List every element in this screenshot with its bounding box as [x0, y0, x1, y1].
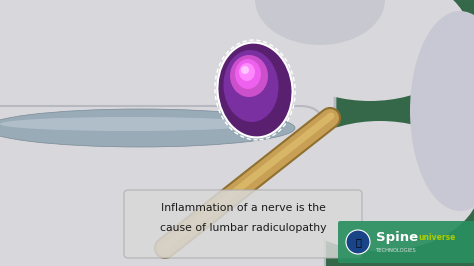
Circle shape [346, 230, 370, 254]
Bar [280, 0, 474, 266]
Ellipse shape [0, 117, 260, 131]
Ellipse shape [235, 59, 261, 89]
FancyBboxPatch shape [338, 221, 474, 263]
Text: 💡: 💡 [355, 237, 361, 247]
Ellipse shape [230, 55, 268, 97]
Text: TECHNOLOGIES: TECHNOLOGIES [376, 248, 417, 253]
FancyBboxPatch shape [0, 0, 335, 161]
Text: REASONS OF LUMBAR RADICULOPATHY: REASONS OF LUMBAR RADICULOPATHY [7, 6, 155, 15]
Text: universe: universe [418, 233, 456, 242]
Ellipse shape [248, 87, 278, 125]
FancyBboxPatch shape [0, 106, 325, 266]
Ellipse shape [241, 66, 249, 74]
FancyBboxPatch shape [124, 190, 362, 258]
Ellipse shape [218, 43, 292, 138]
Ellipse shape [239, 63, 255, 81]
Ellipse shape [223, 50, 279, 122]
Text: cause of lumbar radiculopathy: cause of lumbar radiculopathy [160, 223, 326, 233]
Ellipse shape [255, 0, 385, 45]
Ellipse shape [410, 11, 474, 211]
Text: Spine: Spine [376, 231, 418, 244]
Text: Inflammation of a nerve is the: Inflammation of a nerve is the [161, 203, 326, 213]
Bar [0, 0, 260, 21]
Ellipse shape [280, 121, 474, 251]
Ellipse shape [270, 0, 470, 101]
Ellipse shape [0, 109, 295, 147]
